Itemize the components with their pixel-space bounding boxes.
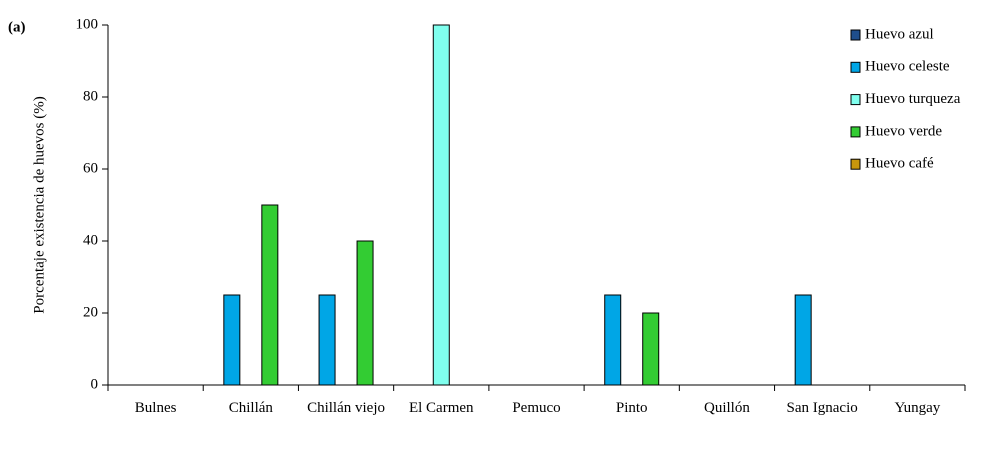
x-tick-label: Bulnes <box>134 400 177 416</box>
legend-swatch <box>850 29 861 41</box>
x-tick-label: Chillán <box>228 400 273 416</box>
bar <box>604 294 622 386</box>
x-tick-label: San Ignacio <box>786 400 858 416</box>
y-tick-label: 0 <box>91 376 99 392</box>
x-tick-label: Quillón <box>704 400 750 416</box>
legend-label: Huevo azul <box>865 26 934 42</box>
y-tick-label: 80 <box>83 88 98 104</box>
bar <box>261 204 279 386</box>
x-tick-label: Pinto <box>615 400 648 416</box>
bar <box>432 24 450 386</box>
y-tick-label: 100 <box>76 16 99 32</box>
legend-swatch <box>850 158 861 170</box>
legend-label: Huevo celeste <box>865 59 950 75</box>
legend-label: Huevo café <box>865 156 934 172</box>
legend-swatch <box>850 61 861 73</box>
legend-swatch <box>850 126 861 138</box>
x-tick-label: Chillán viejo <box>307 400 385 416</box>
legend-label: Huevo verde <box>865 123 942 139</box>
legend-swatch <box>850 94 861 106</box>
y-tick-label: 60 <box>83 160 98 176</box>
bar <box>794 294 812 386</box>
x-tick-label: El Carmen <box>408 400 474 416</box>
legend-label: Huevo turqueza <box>865 91 961 107</box>
x-tick-label: Pemuco <box>512 400 561 416</box>
x-tick-label: Yungay <box>894 400 941 416</box>
y-tick-label: 20 <box>83 304 98 320</box>
panel-label: (a) <box>8 19 26 35</box>
y-tick-label: 40 <box>83 232 98 248</box>
y-axis-title: Porcentaje existencia de huevos (%) <box>31 96 47 313</box>
bar <box>356 240 374 386</box>
bar <box>642 312 660 386</box>
bar <box>318 294 336 386</box>
bar <box>223 294 241 386</box>
